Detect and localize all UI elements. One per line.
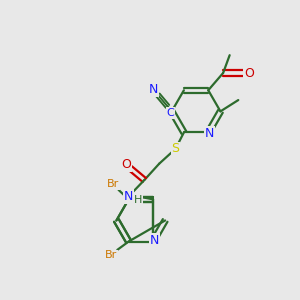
Text: Br: Br — [105, 250, 118, 260]
Text: N: N — [205, 127, 214, 140]
Text: N: N — [149, 83, 158, 97]
Text: O: O — [121, 158, 131, 171]
Text: O: O — [244, 67, 254, 80]
Text: N: N — [124, 190, 134, 203]
Text: H: H — [134, 195, 142, 205]
Text: N: N — [149, 234, 159, 247]
Text: C: C — [167, 108, 174, 118]
Text: Br: Br — [107, 179, 119, 190]
Text: S: S — [172, 142, 180, 155]
